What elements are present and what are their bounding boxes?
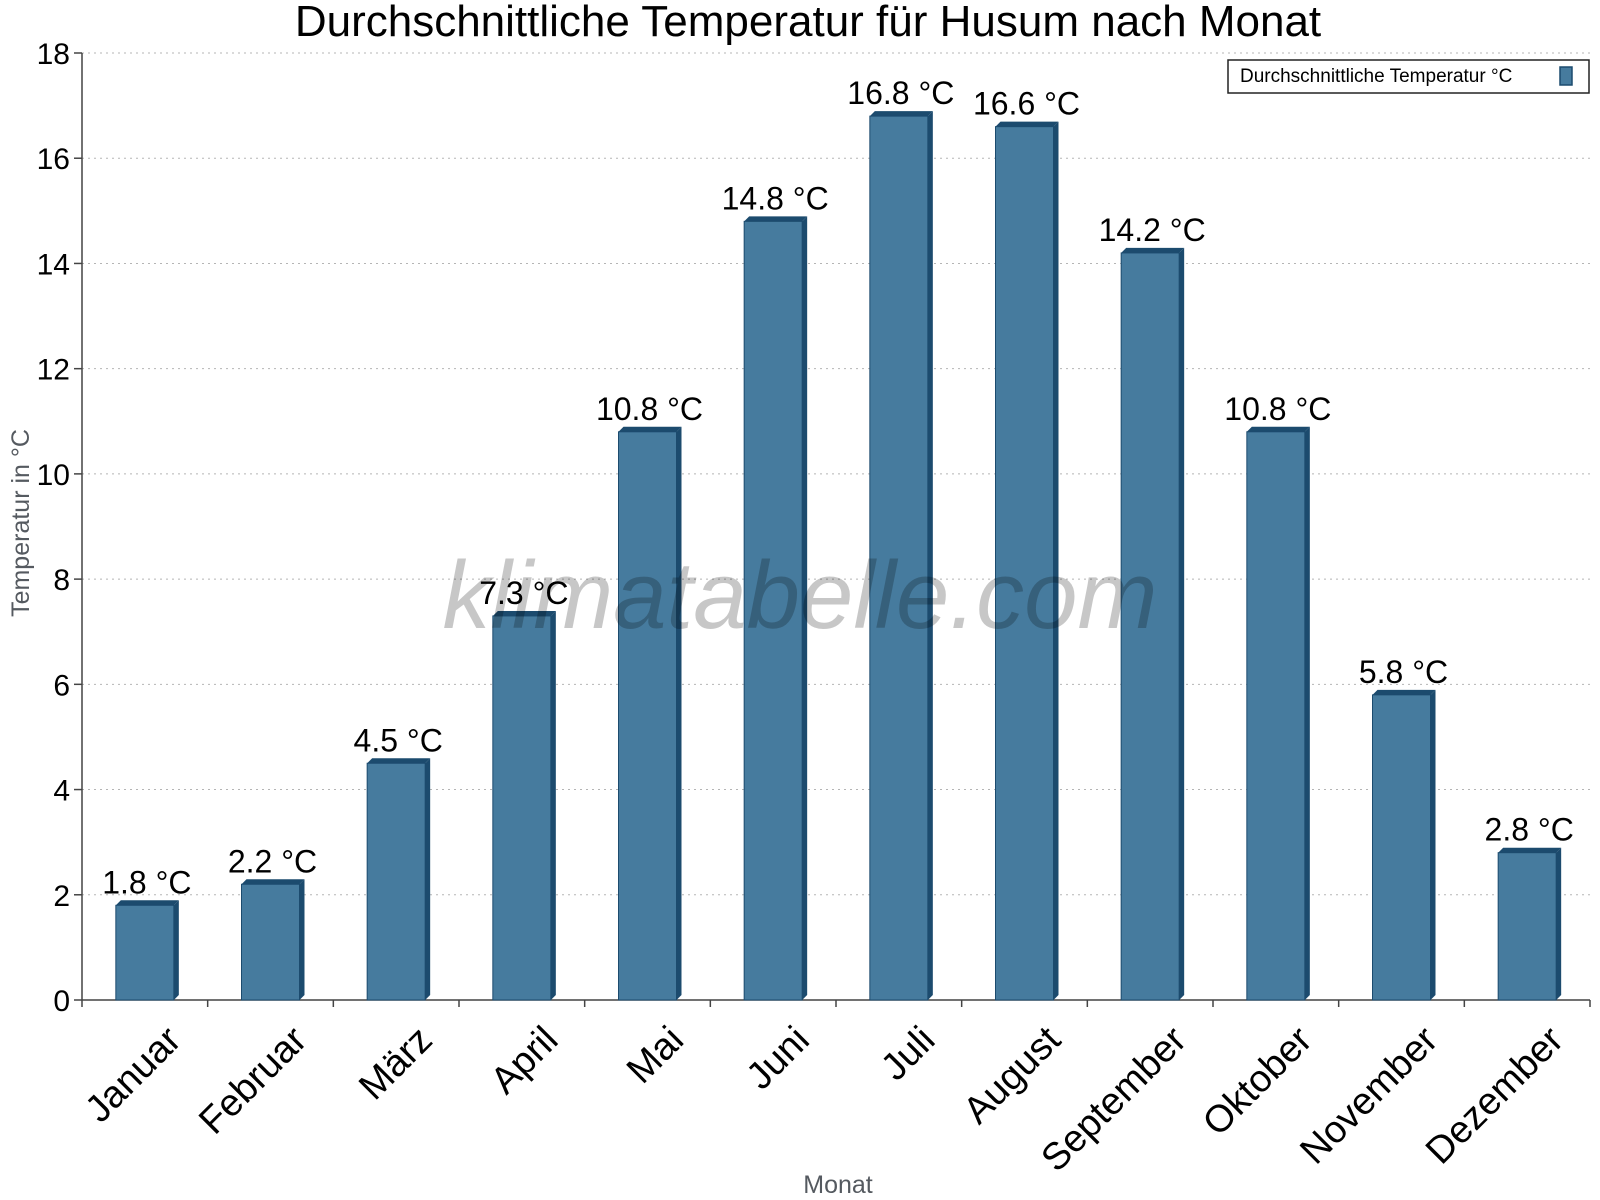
x-tick-label: Juni bbox=[739, 1019, 818, 1098]
bar-side-face bbox=[1556, 847, 1562, 1000]
x-tick-label: Dezember bbox=[1418, 1019, 1572, 1173]
bar-side-face bbox=[173, 900, 179, 1000]
data-label: 2.2 °C bbox=[228, 843, 317, 879]
bar-top-face bbox=[995, 121, 1059, 127]
x-tick-label: August bbox=[956, 1019, 1070, 1133]
bar-side-face bbox=[299, 879, 305, 1000]
bar bbox=[1372, 689, 1436, 1001]
bar-front-face bbox=[115, 904, 175, 1001]
bar bbox=[743, 216, 808, 1001]
legend-box bbox=[1227, 59, 1590, 94]
bar-front-face bbox=[1246, 431, 1306, 1001]
data-label: 14.8 °C bbox=[722, 180, 829, 216]
x-tick-label: Februar bbox=[191, 1019, 315, 1143]
bar-front-face bbox=[1120, 252, 1180, 1001]
y-axis-title: Temperatur in °C bbox=[7, 429, 35, 617]
y-tick-label: 18 bbox=[37, 38, 70, 71]
data-label: 1.8 °C bbox=[102, 864, 191, 900]
bar bbox=[618, 426, 682, 1001]
y-tick-label: 4 bbox=[53, 775, 70, 808]
bar-front-face bbox=[743, 220, 803, 1001]
bar bbox=[869, 111, 933, 1001]
x-tick-label: Oktober bbox=[1195, 1019, 1321, 1145]
data-label: 5.8 °C bbox=[1359, 654, 1448, 690]
x-tick-label: März bbox=[351, 1019, 440, 1108]
bar-top-face bbox=[1246, 426, 1310, 432]
bar bbox=[1497, 847, 1562, 1001]
bar-front-face bbox=[1372, 694, 1431, 1001]
y-tick-label: 10 bbox=[37, 459, 70, 492]
data-label: 10.8 °C bbox=[1224, 391, 1331, 427]
bar-side-face bbox=[676, 426, 682, 1000]
data-label: 16.6 °C bbox=[973, 86, 1080, 122]
bar-side-face bbox=[1179, 247, 1185, 1000]
bar-top-face bbox=[1498, 847, 1562, 853]
y-tick-label: 6 bbox=[53, 669, 70, 702]
bar-side-face bbox=[425, 758, 431, 1000]
bar-front-face bbox=[618, 431, 677, 1001]
bar-top-face bbox=[869, 111, 933, 117]
bar-top-face bbox=[1372, 689, 1436, 695]
x-tick-label: Juli bbox=[873, 1019, 943, 1089]
y-tick-label: 8 bbox=[53, 564, 70, 597]
bar-side-face bbox=[1430, 689, 1436, 1000]
bar-side-face bbox=[802, 216, 808, 1000]
bar-top-face bbox=[115, 900, 179, 906]
bar bbox=[115, 900, 179, 1001]
y-tick-label: 0 bbox=[53, 985, 70, 1018]
bar bbox=[492, 610, 556, 1001]
data-label: 4.5 °C bbox=[354, 722, 443, 758]
bar-top-face bbox=[744, 216, 808, 222]
bar-side-face bbox=[927, 111, 933, 1001]
watermark: klimatabelle.com bbox=[443, 542, 1158, 649]
y-tick-label: 16 bbox=[37, 143, 70, 176]
y-tick-label: 2 bbox=[53, 880, 70, 913]
x-tick-label: Mai bbox=[619, 1019, 692, 1092]
data-label: 10.8 °C bbox=[596, 391, 703, 427]
bar-front-face bbox=[366, 762, 426, 1001]
bar-top-face bbox=[492, 610, 556, 616]
bar-top-face bbox=[1121, 247, 1185, 253]
bar bbox=[241, 879, 305, 1001]
data-label: 7.3 °C bbox=[479, 575, 568, 611]
bar bbox=[1120, 247, 1185, 1001]
legend-swatch bbox=[1559, 66, 1573, 86]
x-axis-title: Monat bbox=[803, 1171, 873, 1199]
bars bbox=[115, 111, 1562, 1001]
x-tick-label: Januar bbox=[77, 1019, 189, 1131]
data-label: 2.8 °C bbox=[1485, 812, 1574, 848]
bar-top-face bbox=[618, 426, 682, 432]
bar-side-face bbox=[1053, 121, 1059, 1000]
bar bbox=[1246, 426, 1310, 1001]
legend-label: Durchschnittliche Temperatur °C bbox=[1240, 66, 1512, 87]
gridlines bbox=[82, 52, 1590, 896]
y-tick-label: 12 bbox=[37, 354, 70, 387]
bar-front-face bbox=[1497, 852, 1557, 1001]
y-tick-label: 14 bbox=[37, 248, 70, 281]
x-tick-label: November bbox=[1292, 1019, 1446, 1173]
chart-title: Durchschnittliche Temperatur für Husum n… bbox=[295, 0, 1321, 46]
data-label: 16.8 °C bbox=[847, 75, 954, 111]
legend: Durchschnittliche Temperatur °C bbox=[1227, 59, 1590, 94]
bar-front-face bbox=[995, 126, 1054, 1001]
data-labels: 1.8 °C 2.2 °C 4.5 °C 7.3 °C 10.8 °C 14.8 °C 16… bbox=[102, 75, 1574, 900]
bar-side-face bbox=[1304, 426, 1310, 1000]
bar-front-face bbox=[492, 615, 552, 1001]
bar-front-face bbox=[869, 115, 929, 1001]
x-tick-label: April bbox=[483, 1019, 566, 1102]
bar bbox=[995, 121, 1059, 1001]
bar bbox=[366, 758, 431, 1001]
bar-top-face bbox=[241, 879, 305, 885]
data-label: 14.2 °C bbox=[1099, 212, 1206, 248]
bar-front-face bbox=[241, 883, 300, 1001]
bar-side-face bbox=[550, 610, 556, 1000]
bar-top-face bbox=[367, 758, 431, 764]
